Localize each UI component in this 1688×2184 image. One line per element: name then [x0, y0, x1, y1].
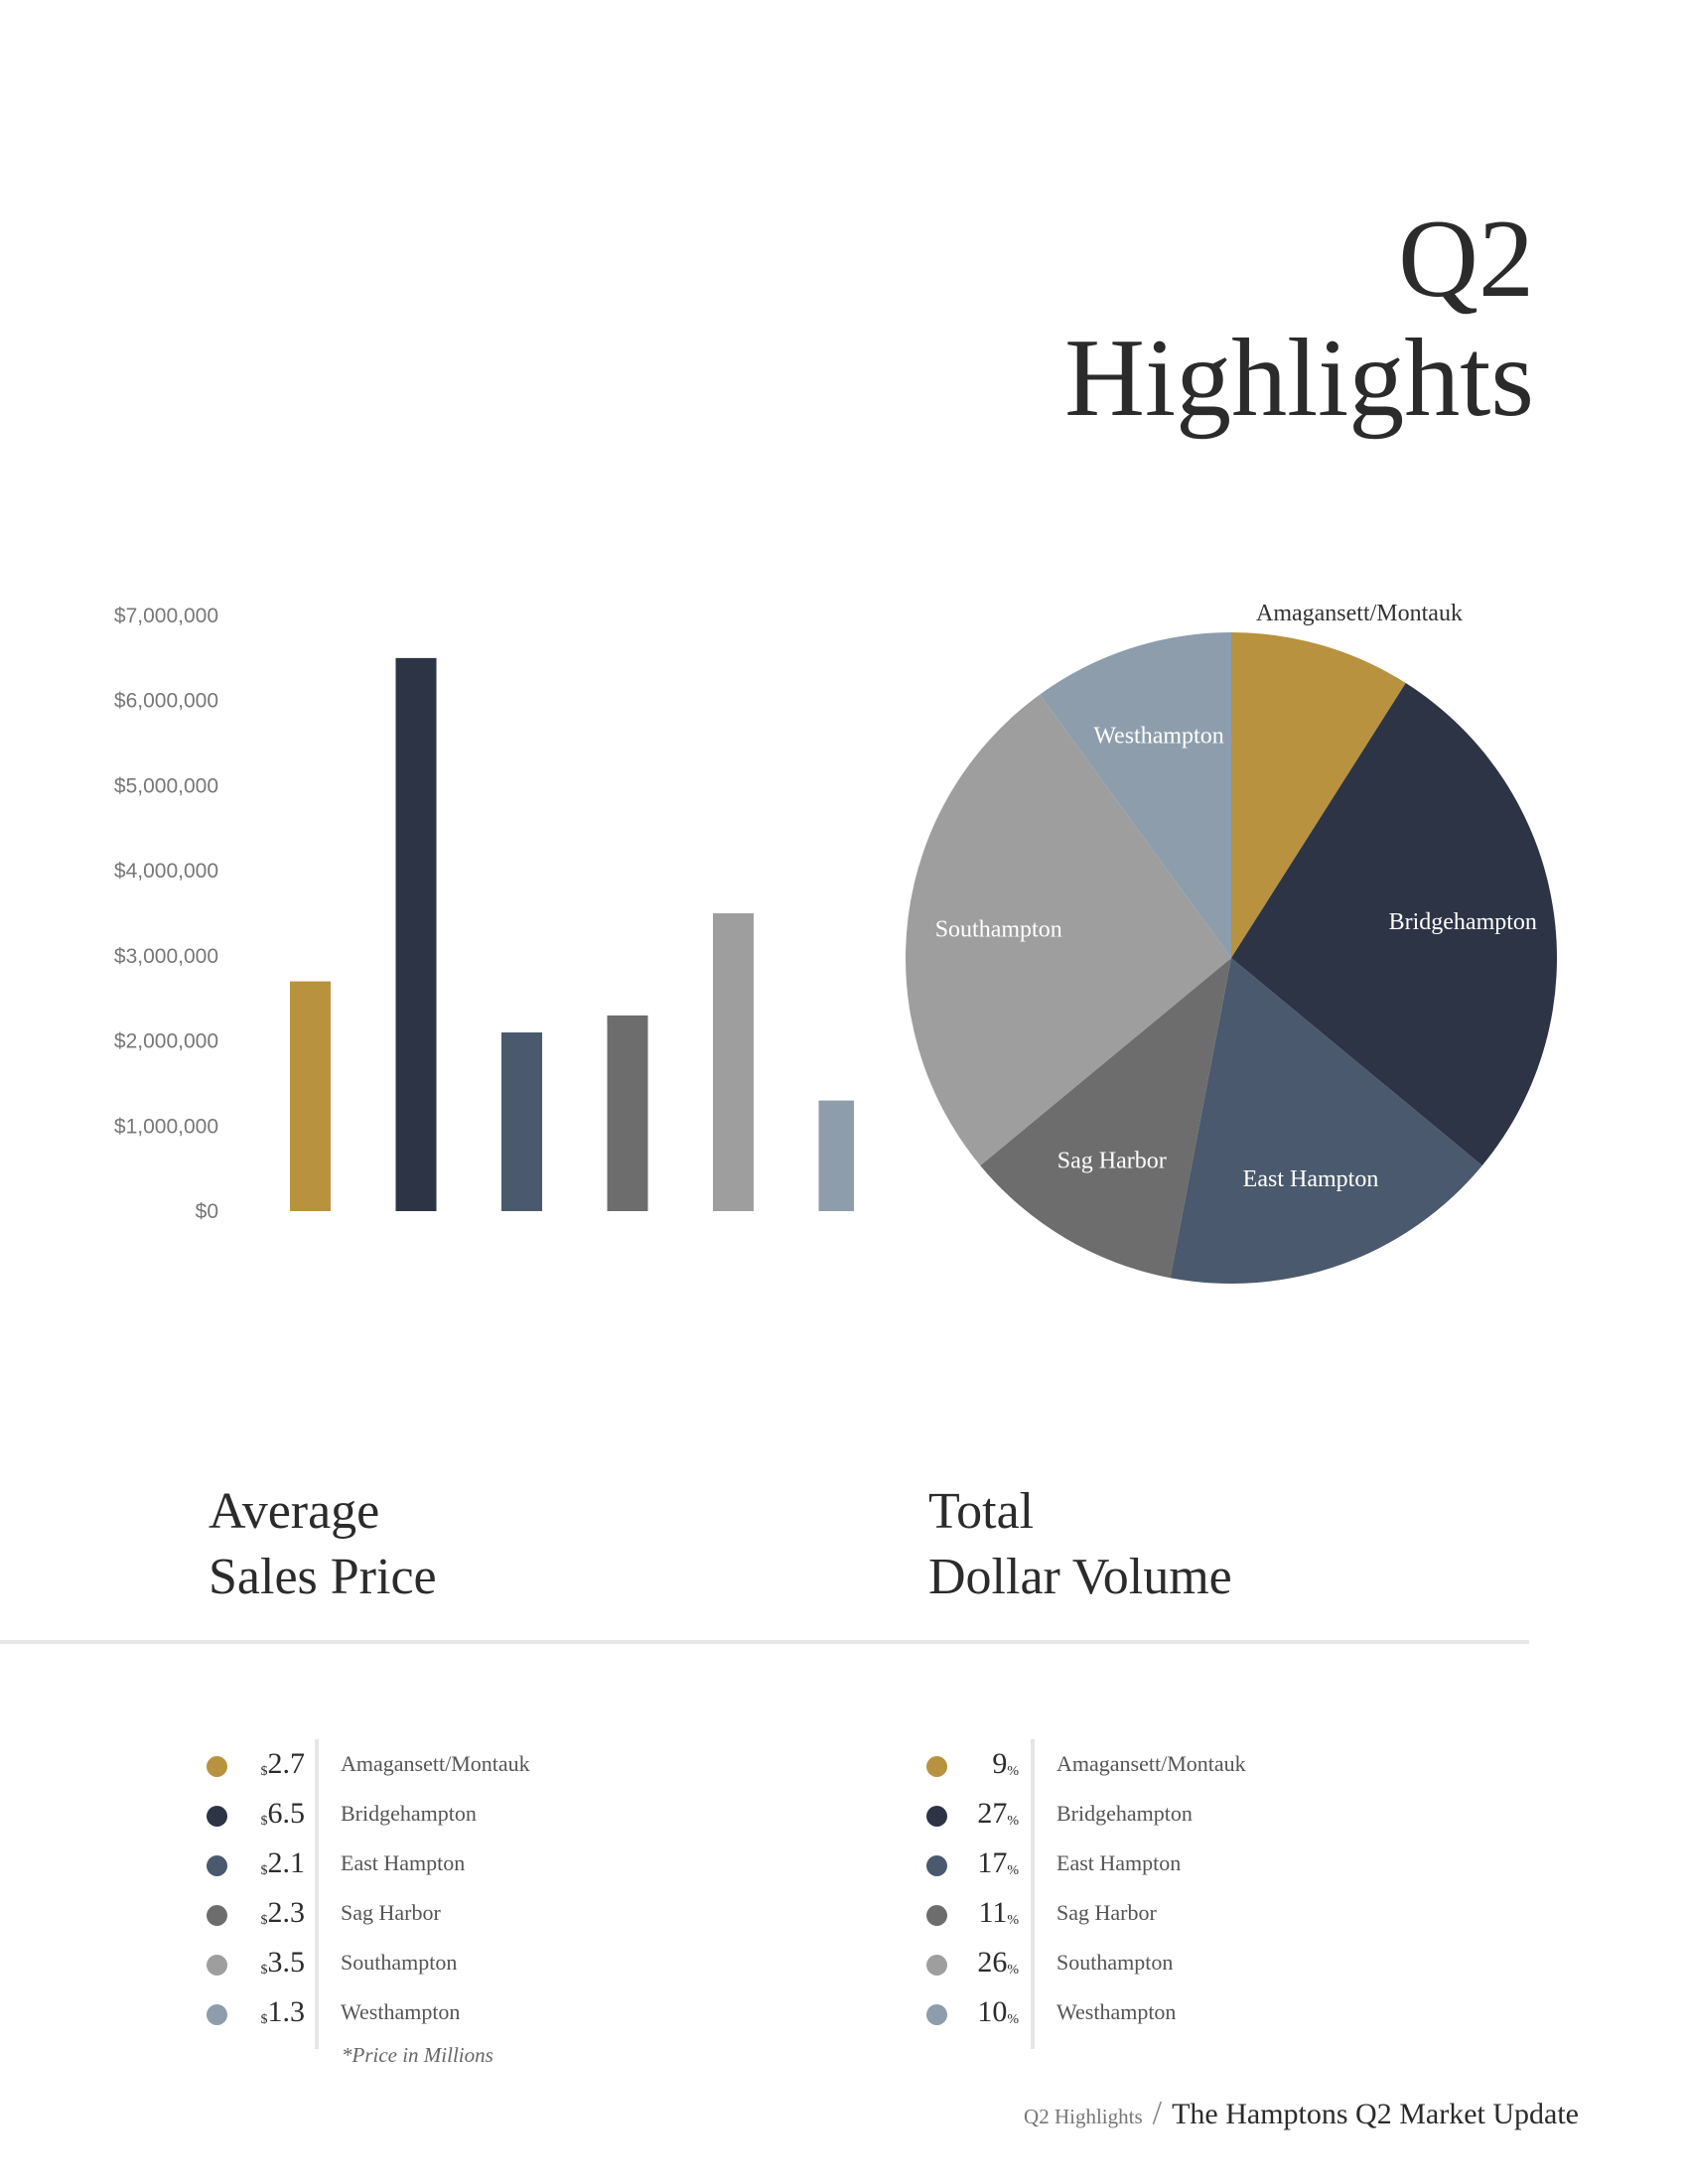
legend-label: Southampton [1056, 1950, 1174, 1975]
bar-amagansett-montauk [290, 981, 331, 1211]
y-tick-label: $1,000,000 [114, 1115, 218, 1138]
section-divider [0, 1640, 1529, 1644]
y-tick-label: $4,000,000 [114, 860, 218, 883]
page-footer: Q2 Highlights / The Hamptons Q2 Market Upd… [1024, 2095, 1579, 2132]
percent-symbol: % [1007, 1913, 1019, 1928]
legend-value: $6.5 [260, 1797, 306, 1830]
total-dollar-volume-heading-line2: Dollar Volume [928, 1549, 1232, 1605]
percent-symbol: % [1007, 1863, 1019, 1878]
legend-dot-east-hampton [207, 1855, 227, 1876]
slice-amagansett-montauk [1231, 632, 1406, 958]
legend-label: Sag Harbor [341, 1900, 441, 1925]
percent-symbol: % [1007, 1764, 1019, 1779]
currency-symbol: $ [260, 1963, 268, 1978]
legend-value: $1.3 [260, 1995, 306, 2028]
page-title-line1: Q2 [1398, 198, 1534, 321]
legend-dot-amagansett-montauk [207, 1756, 227, 1777]
bar-sag-harbor [607, 1015, 648, 1211]
total-dollar-volume-pie-chart: Amagansett/Montauk Bridgehampton East Hamp… [906, 601, 1557, 1284]
price-note: *Price in Millions [342, 2043, 493, 2067]
y-tick-label: $2,000,000 [114, 1030, 218, 1053]
legend-value: 9% [992, 1747, 1019, 1780]
average-sales-price-heading: Average Sales Price [209, 1479, 437, 1610]
legend-label: Amagansett/Montauk [1056, 1751, 1246, 1776]
legend-dot-southampton [207, 1955, 227, 1976]
slice-sag-harbor [980, 958, 1231, 1279]
total-dollar-volume-heading: Total Dollar Volume [928, 1479, 1232, 1610]
legend-divider [315, 1739, 319, 2049]
slice-label-amagansett-montauk: Amagansett/Montauk [1256, 601, 1463, 626]
legend-value: 10% [977, 1995, 1019, 2028]
legend-value: 27% [977, 1797, 1019, 1830]
legend-value: $2.1 [260, 1846, 306, 1879]
legend-value: $3.5 [260, 1946, 306, 1979]
legend-label: Bridgehampton [341, 1801, 477, 1826]
slice-label-westhampton: Westhampton [1093, 723, 1223, 749]
legend-label: Southampton [341, 1950, 458, 1975]
slice-east-hampton [1170, 958, 1482, 1284]
y-tick-label: $5,000,000 [114, 774, 218, 797]
y-tick-label: $7,000,000 [114, 605, 218, 627]
average-sales-price-bar-chart: $0 $1,000,000 $2,000,000 $3,000,000 $4,000,0… [114, 605, 854, 1223]
footer-separator: / [1152, 2095, 1163, 2131]
y-tick-label: $0 [196, 1200, 218, 1223]
legend-label: Amagansett/Montauk [341, 1751, 530, 1776]
currency-symbol: $ [260, 1814, 268, 1829]
y-tick-label: $6,000,000 [114, 690, 218, 713]
bar-east-hampton [501, 1032, 542, 1211]
legend-value: 17% [977, 1846, 1019, 1879]
footer-title: The Hamptons Q2 Market Update [1172, 2098, 1579, 2130]
legend-label: Westhampton [1056, 1999, 1177, 2024]
slice-label-bridgehampton: Bridgehampton [1389, 909, 1537, 935]
percent-symbol: % [1007, 1963, 1019, 1978]
slice-label-east-hampton: East Hampton [1243, 1166, 1379, 1192]
page-title-line2: Highlights [1064, 317, 1534, 440]
slice-southampton [906, 694, 1231, 1166]
percent-symbol: % [1007, 1814, 1019, 1829]
footer-section: Q2 Highlights [1024, 2105, 1143, 2128]
currency-symbol: $ [260, 1863, 268, 1878]
legend-dot-sag-harbor [207, 1905, 227, 1926]
slice-bridgehampton [1231, 683, 1557, 1166]
average-sales-price-heading-line2: Sales Price [209, 1549, 437, 1605]
legend-value: 11% [978, 1896, 1019, 1929]
legend-dot-amagansett-montauk [926, 1756, 947, 1777]
legend-dot-sag-harbor [926, 1905, 947, 1926]
currency-symbol: $ [260, 2012, 268, 2027]
legend-dot-east-hampton [926, 1855, 947, 1876]
total-dollar-volume-heading-line1: Total [928, 1483, 1035, 1540]
legend-value: 26% [977, 1946, 1019, 1979]
legend-value: $2.3 [260, 1896, 306, 1929]
slice-label-southampton: Southampton [935, 916, 1062, 942]
bar-westhampton [818, 1100, 854, 1211]
legend-value: $2.7 [260, 1747, 306, 1780]
legend-label: Bridgehampton [1056, 1801, 1193, 1826]
legend-dot-bridgehampton [926, 1806, 947, 1827]
bar-southampton [713, 913, 754, 1211]
percent-symbol: % [1007, 2012, 1019, 2027]
legend-label: Westhampton [341, 1999, 461, 2024]
legend-divider [1031, 1739, 1035, 2049]
bar-bridgehampton [395, 657, 437, 1211]
legend-label: Sag Harbor [1056, 1900, 1157, 1925]
legend-dot-westhampton [926, 2004, 947, 2025]
slice-label-sag-harbor: Sag Harbor [1057, 1148, 1167, 1173]
slice-westhampton [1040, 632, 1231, 958]
legend-label: East Hampton [341, 1850, 466, 1875]
legend-dot-southampton [926, 1955, 947, 1976]
average-sales-price-heading-line1: Average [209, 1483, 380, 1540]
legend-dot-bridgehampton [207, 1806, 227, 1827]
legend-dot-westhampton [207, 2004, 227, 2025]
currency-symbol: $ [260, 1764, 268, 1779]
currency-symbol: $ [260, 1913, 268, 1928]
legend-label: East Hampton [1056, 1850, 1182, 1875]
y-tick-label: $3,000,000 [114, 945, 218, 968]
